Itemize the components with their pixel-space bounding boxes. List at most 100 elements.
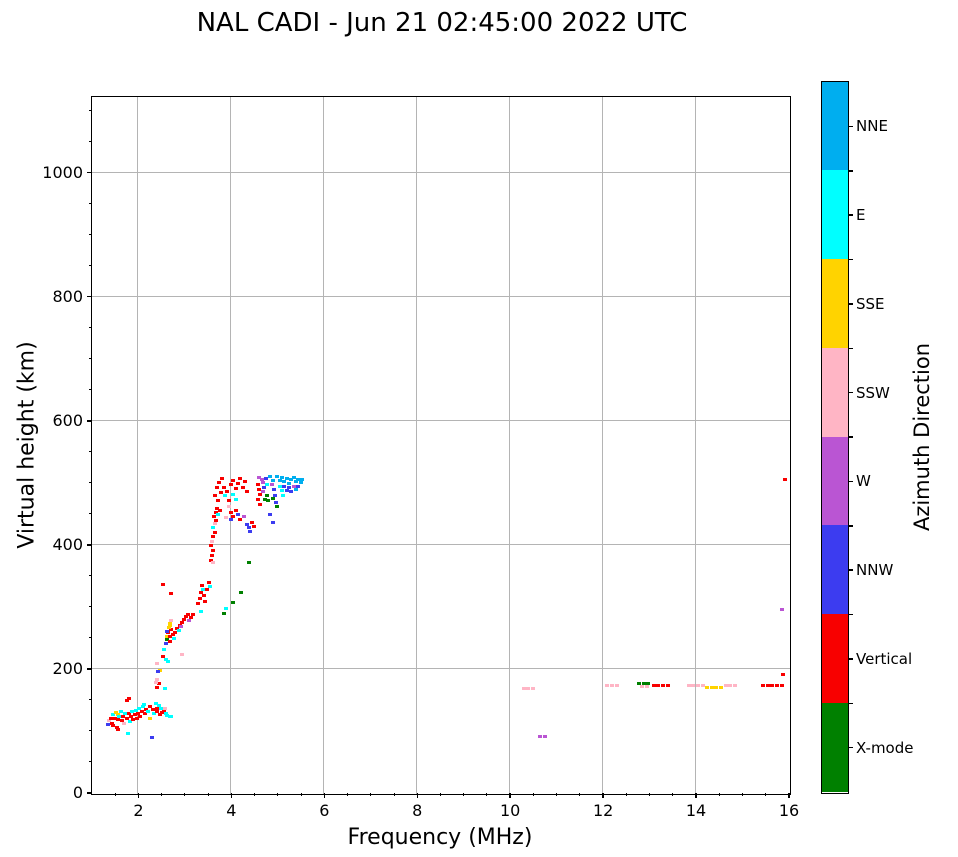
data-point xyxy=(166,625,171,629)
data-point xyxy=(277,478,282,482)
data-point xyxy=(661,684,666,688)
data-point xyxy=(728,684,733,688)
x-axis-label: Frequency (MHz) xyxy=(347,825,533,850)
data-point xyxy=(204,588,209,592)
data-point xyxy=(161,647,166,651)
data-point xyxy=(209,544,214,548)
data-point xyxy=(646,681,651,685)
data-point xyxy=(169,618,174,622)
data-point xyxy=(286,486,291,490)
y-minor-tick xyxy=(89,234,92,236)
data-point xyxy=(139,710,144,714)
colorbar-boundary-tick xyxy=(848,258,853,261)
data-point xyxy=(159,707,164,711)
data-point xyxy=(138,715,143,719)
data-point xyxy=(261,490,266,494)
x-major-tick xyxy=(323,793,326,798)
x-minor-tick xyxy=(556,793,558,796)
data-point xyxy=(132,713,137,717)
colorbar-segment-x-mode xyxy=(821,702,848,792)
data-point xyxy=(262,497,267,501)
data-point xyxy=(167,622,172,626)
data-point xyxy=(115,712,120,716)
data-point xyxy=(144,707,149,711)
data-point xyxy=(113,710,118,714)
colorbar-tick xyxy=(848,746,853,749)
data-point xyxy=(111,724,116,727)
data-point xyxy=(770,684,775,688)
data-point xyxy=(201,593,206,597)
colorbar-tick-label: W xyxy=(856,472,871,491)
data-point xyxy=(280,494,285,498)
data-point xyxy=(185,612,190,616)
x-tick-label: 14 xyxy=(685,801,707,820)
y-tick-label: 0 xyxy=(72,783,83,802)
x-major-tick xyxy=(509,793,511,798)
data-point xyxy=(530,686,535,690)
data-point xyxy=(184,615,189,619)
data-point xyxy=(218,490,223,494)
data-point xyxy=(293,488,298,492)
data-point xyxy=(226,499,231,503)
data-point xyxy=(537,735,542,739)
x-tick-label: 4 xyxy=(226,801,237,820)
data-point xyxy=(135,716,140,720)
data-point xyxy=(122,721,127,725)
data-point xyxy=(164,634,169,638)
data-point xyxy=(180,653,185,657)
data-point xyxy=(154,661,159,665)
x-minor-tick xyxy=(463,793,465,796)
data-point xyxy=(198,610,203,614)
colorbar-boundary-tick xyxy=(848,613,853,616)
data-point xyxy=(155,710,160,714)
data-point xyxy=(636,681,641,685)
data-point xyxy=(614,684,619,688)
colorbar-tick xyxy=(848,303,853,305)
data-point xyxy=(126,711,131,715)
x-major-tick xyxy=(695,793,697,798)
data-point xyxy=(269,483,274,487)
colorbar-segment-nne xyxy=(821,81,848,171)
y-tick-label: 200 xyxy=(52,658,83,678)
data-point xyxy=(181,617,186,621)
data-point xyxy=(152,711,157,715)
data-point xyxy=(245,523,250,527)
data-point xyxy=(156,670,161,674)
data-point xyxy=(280,488,284,492)
data-point xyxy=(124,699,129,703)
data-point xyxy=(782,477,787,481)
data-point xyxy=(605,684,610,688)
y-minor-tick xyxy=(89,699,92,701)
data-point xyxy=(265,493,270,497)
colorbar-tick-label: SSW xyxy=(856,383,890,402)
data-point xyxy=(256,475,261,479)
x-major-tick xyxy=(230,793,233,798)
data-point xyxy=(137,707,142,711)
gridline-y-800 xyxy=(91,295,790,297)
colorbar-boundary-tick xyxy=(848,347,853,349)
data-point xyxy=(133,709,138,713)
y-major-tick xyxy=(87,420,92,422)
y-major-tick xyxy=(87,171,92,174)
data-point xyxy=(255,498,260,502)
data-point xyxy=(289,478,294,482)
data-point xyxy=(215,499,220,503)
y-minor-tick xyxy=(89,575,92,577)
gridline-x-2 xyxy=(137,96,139,794)
data-point xyxy=(695,684,700,688)
data-point xyxy=(211,535,216,539)
colorbar-boundary-tick xyxy=(848,436,853,438)
y-minor-tick xyxy=(89,482,92,484)
data-point xyxy=(115,726,120,730)
gridline-x-14 xyxy=(695,96,697,794)
y-tick-label: 400 xyxy=(52,534,83,554)
data-point xyxy=(249,520,254,524)
data-point xyxy=(206,580,211,584)
data-point xyxy=(150,707,155,711)
colorbar-segment-e xyxy=(821,170,848,259)
data-point xyxy=(235,513,240,517)
data-point xyxy=(216,513,221,517)
data-point xyxy=(135,712,140,716)
data-point xyxy=(228,483,233,487)
data-point xyxy=(154,706,159,710)
